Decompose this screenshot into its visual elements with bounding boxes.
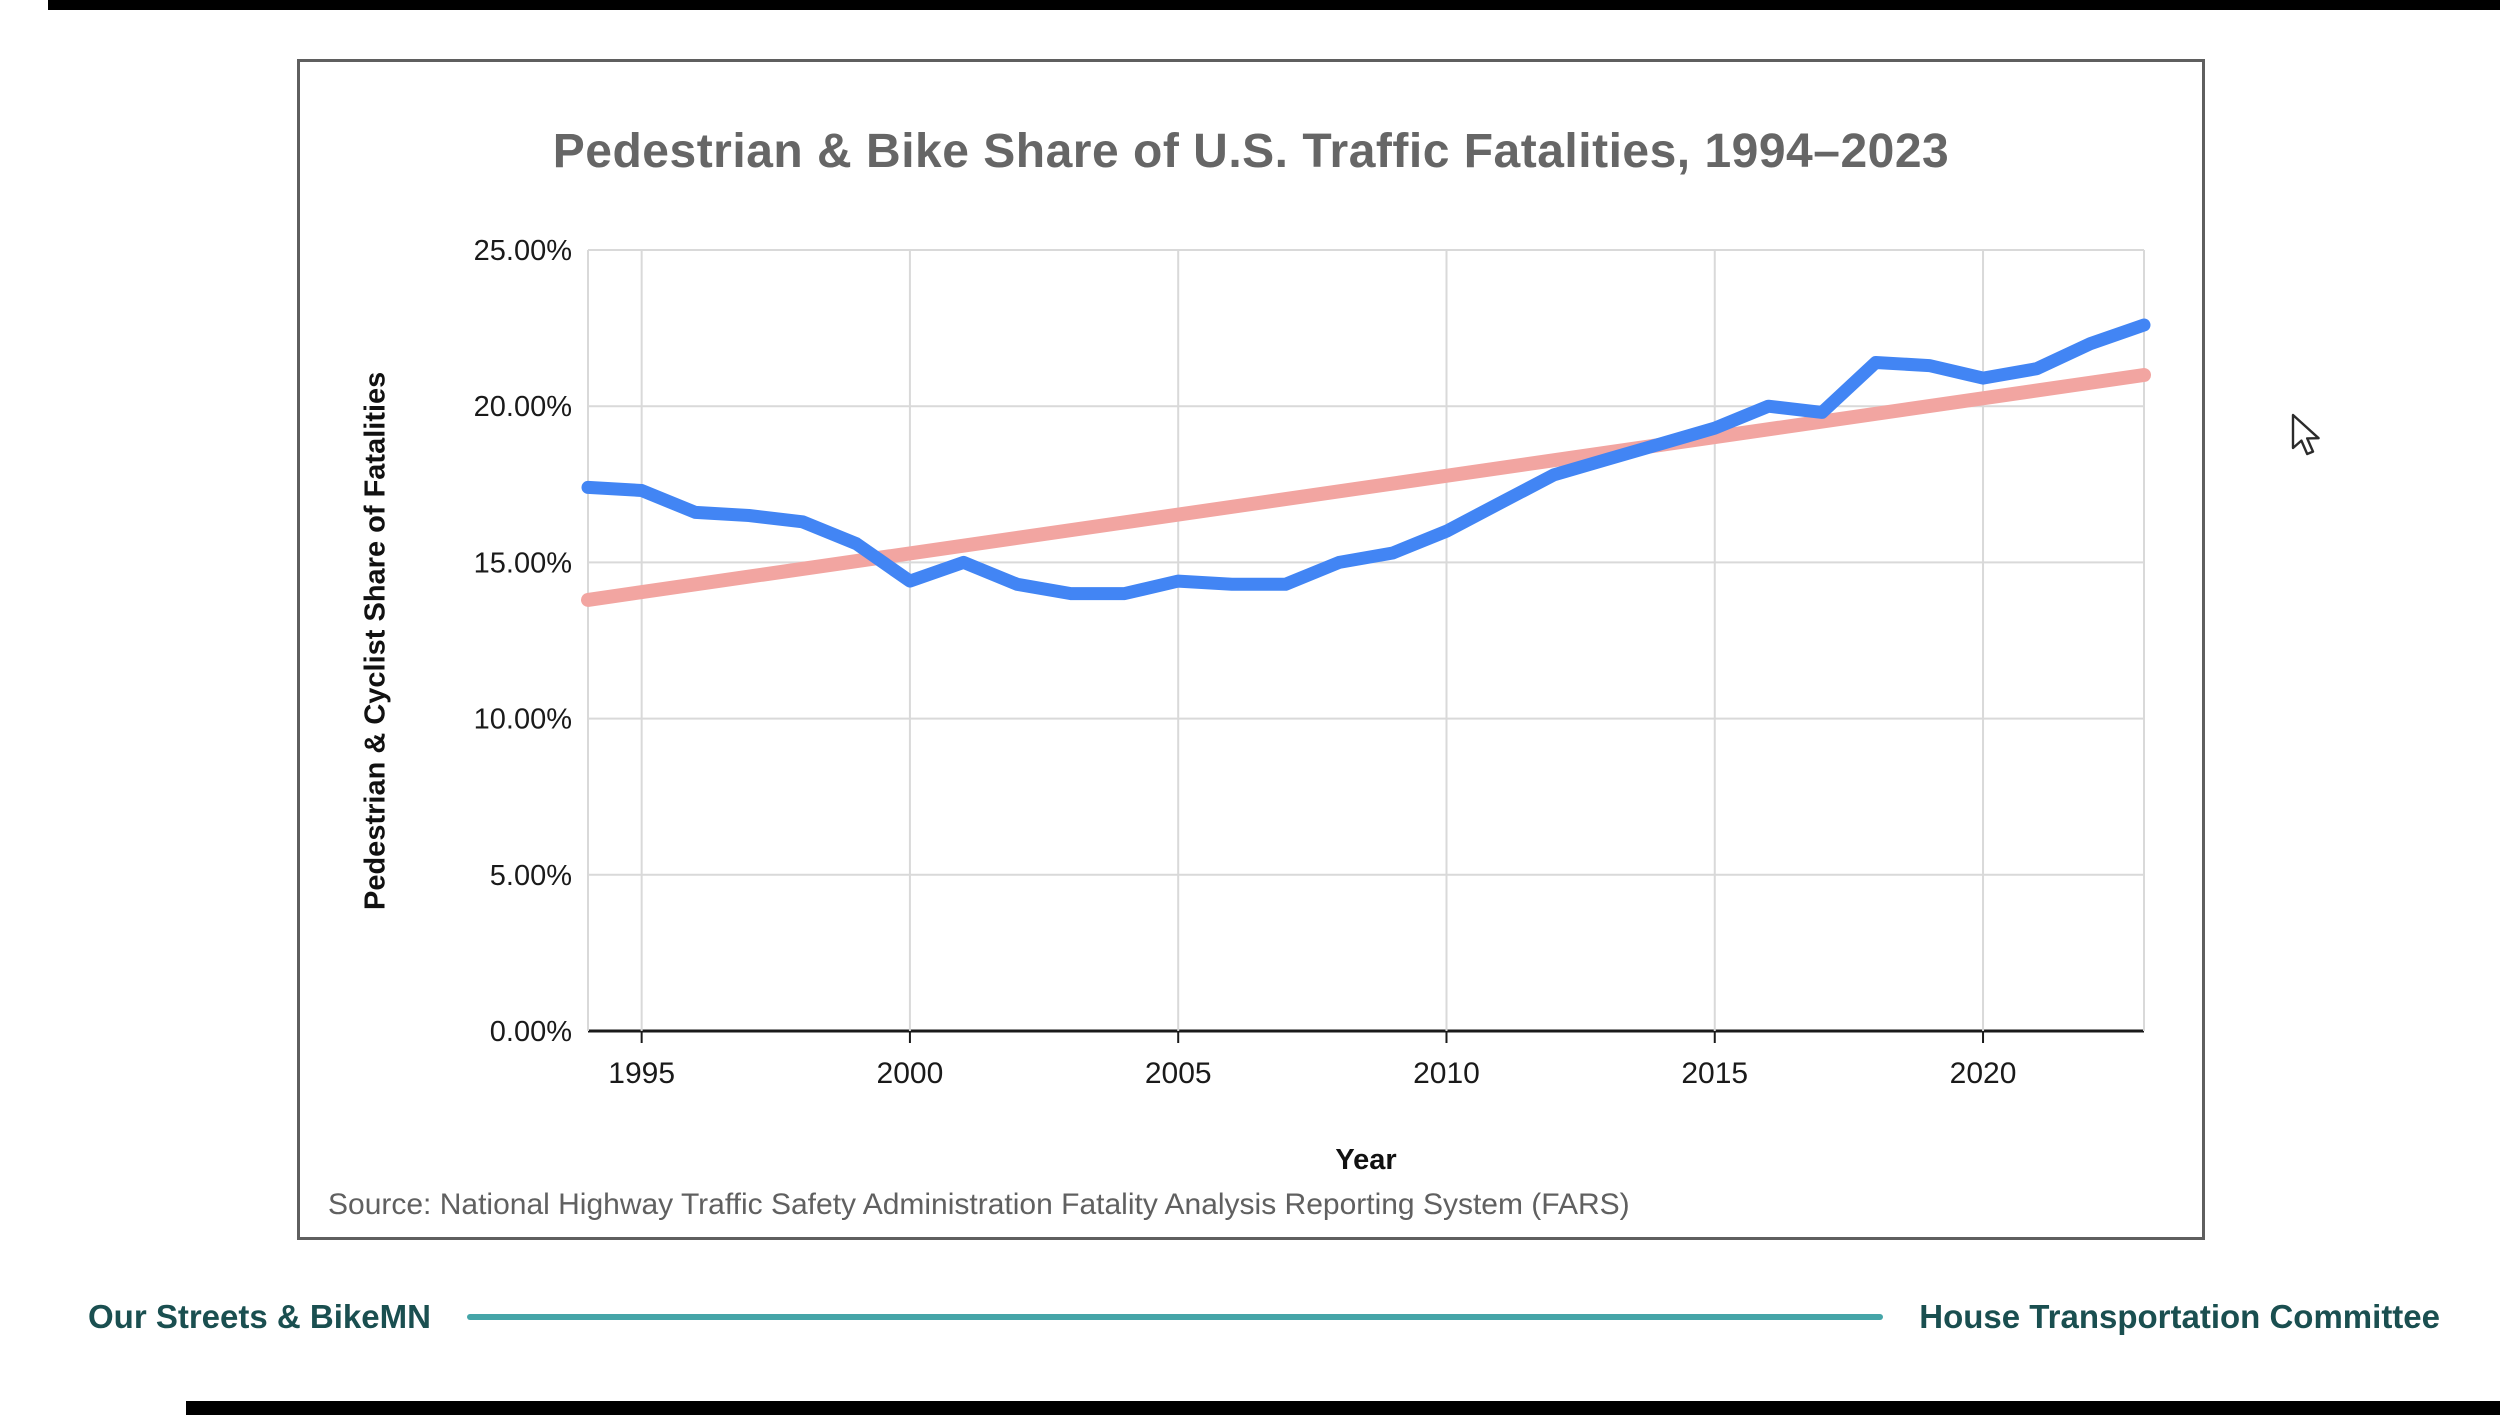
svg-text:20.00%: 20.00%	[474, 391, 572, 423]
letterbox-top	[48, 0, 2500, 10]
footer-right-label: House Transportation Committee	[1919, 1298, 2440, 1335]
svg-text:15.00%: 15.00%	[474, 547, 572, 579]
footer-divider	[466, 1314, 1884, 1320]
x-axis-title: Year	[1335, 1144, 1397, 1176]
svg-text:2015: 2015	[1681, 1057, 1748, 1090]
svg-text:0.00%: 0.00%	[490, 1016, 572, 1048]
svg-text:2020: 2020	[1950, 1057, 2017, 1090]
footer-left-label: Our Streets & BikeMN	[88, 1298, 431, 1335]
svg-text:25.00%: 25.00%	[474, 235, 572, 267]
slide-footer: Our Streets & BikeMN House Transportatio…	[88, 1294, 2440, 1340]
svg-text:1995: 1995	[608, 1057, 675, 1090]
svg-text:2005: 2005	[1145, 1057, 1212, 1090]
chart-card: Pedestrian & Bike Share of U.S. Traffic …	[297, 59, 2205, 1240]
svg-text:10.00%: 10.00%	[474, 704, 572, 736]
chart-title: Pedestrian & Bike Share of U.S. Traffic …	[552, 125, 1950, 178]
letterbox-bottom	[186, 1401, 2500, 1415]
svg-text:2010: 2010	[1413, 1057, 1480, 1090]
mouse-cursor	[2291, 413, 2320, 456]
source-note: Source: National Highway Traffic Safety …	[328, 1188, 1630, 1221]
svg-text:2000: 2000	[877, 1057, 944, 1090]
line-chart: 0.00% 5.00% 10.00% 15.00% 20.00% 25.00% 1995 20…	[474, 235, 2151, 1090]
svg-text:5.00%: 5.00%	[490, 860, 572, 892]
